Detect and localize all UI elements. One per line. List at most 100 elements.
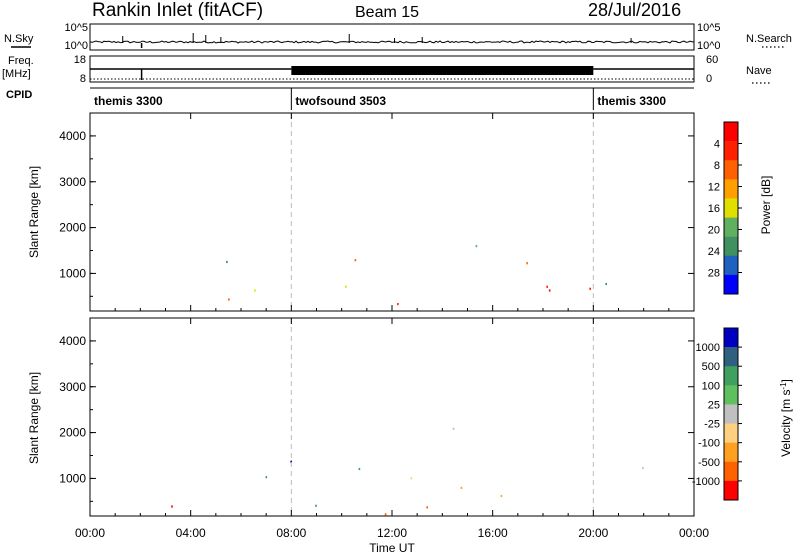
power-gate [254, 289, 256, 292]
velocity-colorbar-swatch [724, 423, 738, 443]
velocity-plot-frame [89, 317, 695, 517]
power-colorbar-tick-label: 28 [708, 268, 720, 280]
x-tick-label: 00:00 [75, 526, 105, 540]
power-colorbar-tick-label: 20 [708, 225, 720, 237]
power-colorbar-swatch [724, 179, 738, 199]
freq-panel: 18 8 60 0 [74, 54, 719, 85]
power-gate [589, 287, 591, 290]
velocity-gate [410, 477, 413, 480]
power-colorbar-tick-label: 4 [714, 139, 720, 151]
noise-trace [89, 33, 695, 48]
power-ylabel: Slant Range [km] [27, 166, 41, 258]
x-tick-label: 08:00 [276, 526, 306, 540]
velocity-scatter [171, 318, 644, 516]
time-axis: 00:00 04:00 08:00 12:00 16:00 20:00 00:00 [75, 113, 709, 540]
beam-title: Beam 15 [355, 4, 419, 21]
power-y-tick-label: 2000 [59, 221, 86, 235]
power-colorbar-swatch [724, 141, 738, 161]
power-y-tick-label: 4000 [59, 129, 86, 143]
velocity-colorbar-swatch [724, 442, 738, 463]
x-tick-label: 12:00 [377, 526, 407, 540]
velocity-y-tick-label: 4000 [59, 334, 86, 348]
velocity-colorbar-tick-label: -500 [698, 457, 720, 469]
power-colorbar-tick-label: 16 [708, 203, 720, 215]
velocity-colorbar-tick-label: 500 [702, 361, 720, 373]
power-gate [354, 259, 357, 262]
noise-right-tick-top: 10^5 [697, 22, 721, 34]
power-y-tick-label: 1000 [59, 266, 86, 280]
velocity-gate [426, 506, 428, 509]
noise-right-tick-bottom: 10^0 [697, 40, 721, 52]
freq-label: Freq. [8, 55, 34, 67]
nsearch-label: N.Search [746, 33, 792, 45]
power-colorbar-label: Power [dB] [759, 176, 773, 235]
station-title: Rankin Inlet (fitACF) [92, 0, 263, 21]
velocity-y-tick-label: 2000 [59, 426, 86, 440]
power-colorbar-swatch [724, 236, 738, 257]
power-gate [228, 298, 230, 301]
velocity-colorbar-tick-label: -25 [704, 419, 720, 431]
velocity-gate [500, 494, 503, 498]
power-gate [605, 282, 607, 286]
velocity-colorbar: 1000 500 100 25 -25 -100 -500 -1000 [692, 327, 742, 501]
velocity-colorbar-swatch [724, 480, 738, 501]
nsky-label: N.Sky [4, 33, 34, 45]
freq-twofsound-band [291, 66, 594, 75]
power-gate [397, 303, 399, 306]
cpid-segment-label: themis 3300 [94, 94, 163, 108]
freq-left-tick-top: 18 [74, 54, 86, 66]
cpid-panel: themis 3300 twofsound 3503 themis 3300 [90, 87, 694, 110]
velocity-gate [358, 467, 361, 471]
velocity-y-axis: 1000 2000 3000 4000 [59, 334, 694, 502]
velocity-gate [452, 427, 455, 430]
power-colorbar: 4 8 12 16 20 24 28 [708, 121, 742, 295]
velocity-colorbar-tick-label: 1000 [696, 342, 720, 354]
noise-panel: 10^5 10^0 10^5 10^0 [64, 22, 720, 52]
x-tick-label: 00:00 [679, 526, 709, 540]
velocity-gate [384, 513, 387, 516]
cpid-segment-label: themis 3300 [597, 94, 666, 108]
power-colorbar-swatch [724, 198, 738, 218]
power-colorbar-swatch [724, 160, 738, 180]
x-tick-label: 04:00 [176, 526, 206, 540]
power-scatter [226, 113, 607, 311]
velocity-colorbar-tick-label: -100 [698, 438, 720, 450]
freq-unit-label: [MHz] [2, 68, 31, 80]
power-panel: 1000 2000 3000 4000 Slant Range [km] 4 8 12 16… [27, 112, 773, 312]
velocity-colorbar-tick-label: 25 [708, 399, 720, 411]
velocity-gate [171, 505, 173, 508]
velocity-colorbar-swatch [724, 385, 738, 405]
power-gate [345, 285, 347, 288]
x-tick-label: 20:00 [578, 526, 608, 540]
power-gate [475, 245, 478, 248]
x-tick-label: 16:00 [478, 526, 508, 540]
velocity-colorbar-tick-label: -1000 [692, 476, 720, 488]
velocity-y-tick-label: 3000 [59, 380, 86, 394]
power-colorbar-tick-label: 12 [708, 182, 720, 194]
power-colorbar-swatch [724, 217, 738, 237]
power-gate [548, 289, 551, 292]
velocity-gate [642, 467, 644, 470]
velocity-colorbar-swatch [724, 347, 738, 367]
velocity-ylabel: Slant Range [km] [27, 372, 41, 464]
velocity-y-tick-label: 1000 [59, 471, 86, 485]
power-plot-frame [89, 112, 695, 312]
power-y-tick-label: 3000 [59, 175, 86, 189]
velocity-colorbar-swatch [724, 461, 738, 482]
noise-line [89, 40, 695, 44]
power-colorbar-swatch [724, 255, 738, 276]
power-y-axis: 1000 2000 3000 4000 [59, 129, 694, 297]
power-colorbar-swatch [724, 274, 738, 295]
velocity-colorbar-frame [723, 327, 739, 501]
velocity-gate [265, 476, 268, 479]
power-gate [546, 285, 548, 288]
power-colorbar-tick-label: 8 [714, 160, 720, 172]
freq-trace [90, 66, 694, 80]
cpid-segment-label: twofsound 3503 [295, 94, 386, 108]
cpid-label: CPID [6, 89, 32, 101]
velocity-colorbar-swatch [724, 404, 738, 424]
freq-right-tick-bottom: 0 [706, 73, 712, 85]
time-axis-label: Time UT [369, 541, 415, 554]
noise-left-tick-bottom: 10^0 [64, 40, 88, 52]
